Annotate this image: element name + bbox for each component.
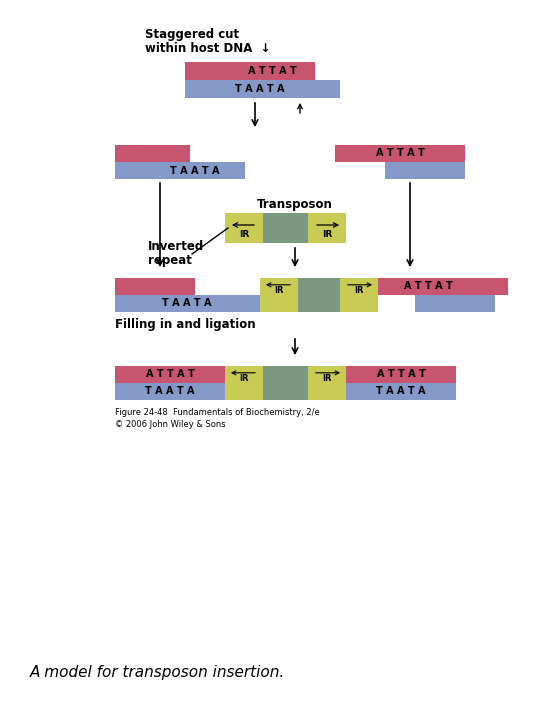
Bar xyxy=(263,383,308,400)
Bar xyxy=(415,295,495,312)
Text: A T T A T: A T T A T xyxy=(146,369,194,379)
Bar xyxy=(170,80,340,98)
Text: repeat: repeat xyxy=(148,254,192,267)
Bar xyxy=(225,366,263,383)
Text: T A A T A: T A A T A xyxy=(162,298,212,308)
Text: Transposon: Transposon xyxy=(257,198,333,211)
Text: IR: IR xyxy=(354,287,364,295)
Text: T A A T A: T A A T A xyxy=(376,386,426,396)
Text: Staggered cut: Staggered cut xyxy=(145,28,239,41)
Bar xyxy=(115,278,195,295)
Bar xyxy=(115,366,225,383)
Bar xyxy=(385,162,465,179)
Text: Figure 24-48  Fundamentals of Biochemistry, 2/e: Figure 24-48 Fundamentals of Biochemistr… xyxy=(115,408,320,417)
Text: T A A T A: T A A T A xyxy=(145,386,195,396)
Bar xyxy=(115,162,245,179)
Text: T A A T A: T A A T A xyxy=(235,84,285,94)
Bar xyxy=(298,295,340,312)
Bar xyxy=(346,383,456,400)
Bar xyxy=(308,213,346,243)
Bar xyxy=(335,145,465,162)
Bar xyxy=(340,278,378,295)
Bar xyxy=(315,62,340,80)
Bar xyxy=(260,295,298,312)
Text: A T T A T: A T T A T xyxy=(376,148,424,158)
Text: T A A T A: T A A T A xyxy=(170,166,220,176)
Text: Filling in and ligation: Filling in and ligation xyxy=(115,318,255,331)
Bar xyxy=(115,383,225,400)
Text: Inverted: Inverted xyxy=(148,240,204,253)
Text: within host DNA  ↓: within host DNA ↓ xyxy=(145,42,271,55)
Text: IR: IR xyxy=(322,230,332,239)
Text: A T T A T: A T T A T xyxy=(376,369,426,379)
Bar xyxy=(308,366,346,383)
Text: IR: IR xyxy=(274,287,284,295)
Bar xyxy=(225,383,263,400)
Bar xyxy=(298,278,340,295)
Text: A T T A T: A T T A T xyxy=(403,281,453,291)
Text: A model for transposon insertion.: A model for transposon insertion. xyxy=(30,665,285,680)
Bar xyxy=(115,145,190,162)
Bar xyxy=(340,295,378,312)
Text: IR: IR xyxy=(239,374,249,383)
Text: IR: IR xyxy=(322,374,332,383)
Bar xyxy=(346,366,456,383)
Text: IR: IR xyxy=(239,230,249,239)
Bar xyxy=(378,278,508,295)
Bar xyxy=(225,213,263,243)
Bar xyxy=(115,295,260,312)
Bar xyxy=(185,62,340,80)
Text: A T T A T: A T T A T xyxy=(248,66,296,76)
Bar xyxy=(263,366,308,383)
Bar xyxy=(308,383,346,400)
Bar xyxy=(263,213,308,243)
Bar xyxy=(260,278,298,295)
Text: © 2006 John Wiley & Sons: © 2006 John Wiley & Sons xyxy=(115,420,226,429)
Bar xyxy=(170,80,185,98)
